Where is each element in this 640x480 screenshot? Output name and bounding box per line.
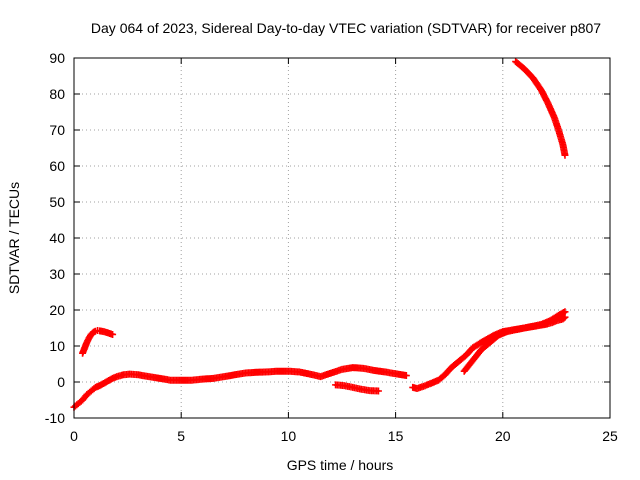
data-marks xyxy=(70,58,569,411)
series-arc-main-low xyxy=(70,364,410,411)
y-tick-label: 60 xyxy=(49,158,65,174)
x-axis-label: GPS time / hours xyxy=(287,457,394,473)
ticks: 0 5 10 15 20 25 -10 0 10 20 30 40 50 60 70 80 90 xyxy=(45,50,618,444)
y-tick-label: 50 xyxy=(49,194,65,210)
data-point xyxy=(561,151,569,159)
y-tick-label: 10 xyxy=(49,338,65,354)
x-tick-label: 20 xyxy=(495,428,511,444)
y-tick-label: 70 xyxy=(49,122,65,138)
y-axis-label: SDTVAR / TECUs xyxy=(6,182,22,294)
y-tick-label: 20 xyxy=(49,302,65,318)
series-arc-rise-branch xyxy=(460,308,569,375)
x-tick-label: 0 xyxy=(70,428,78,444)
y-tick-label: 0 xyxy=(57,374,65,390)
chart-title: Day 064 of 2023, Sidereal Day-to-day VTE… xyxy=(91,20,601,36)
x-tick-label: 15 xyxy=(388,428,404,444)
y-tick-label: 40 xyxy=(49,230,65,246)
x-tick-label: 5 xyxy=(177,428,185,444)
y-tick-label: 90 xyxy=(49,50,65,66)
y-tick-label: -10 xyxy=(45,410,65,426)
y-tick-label: 30 xyxy=(49,266,65,282)
x-tick-label: 10 xyxy=(281,428,297,444)
y-tick-label: 80 xyxy=(49,86,65,102)
data-point xyxy=(561,308,569,316)
data-point xyxy=(374,387,382,395)
series-arc-side-dip xyxy=(332,381,382,395)
series-arc-high-decline xyxy=(512,58,569,159)
series-arc-early-hump xyxy=(79,327,117,357)
data-point xyxy=(109,330,117,338)
x-tick-label: 25 xyxy=(602,428,618,444)
data-point xyxy=(402,372,410,380)
